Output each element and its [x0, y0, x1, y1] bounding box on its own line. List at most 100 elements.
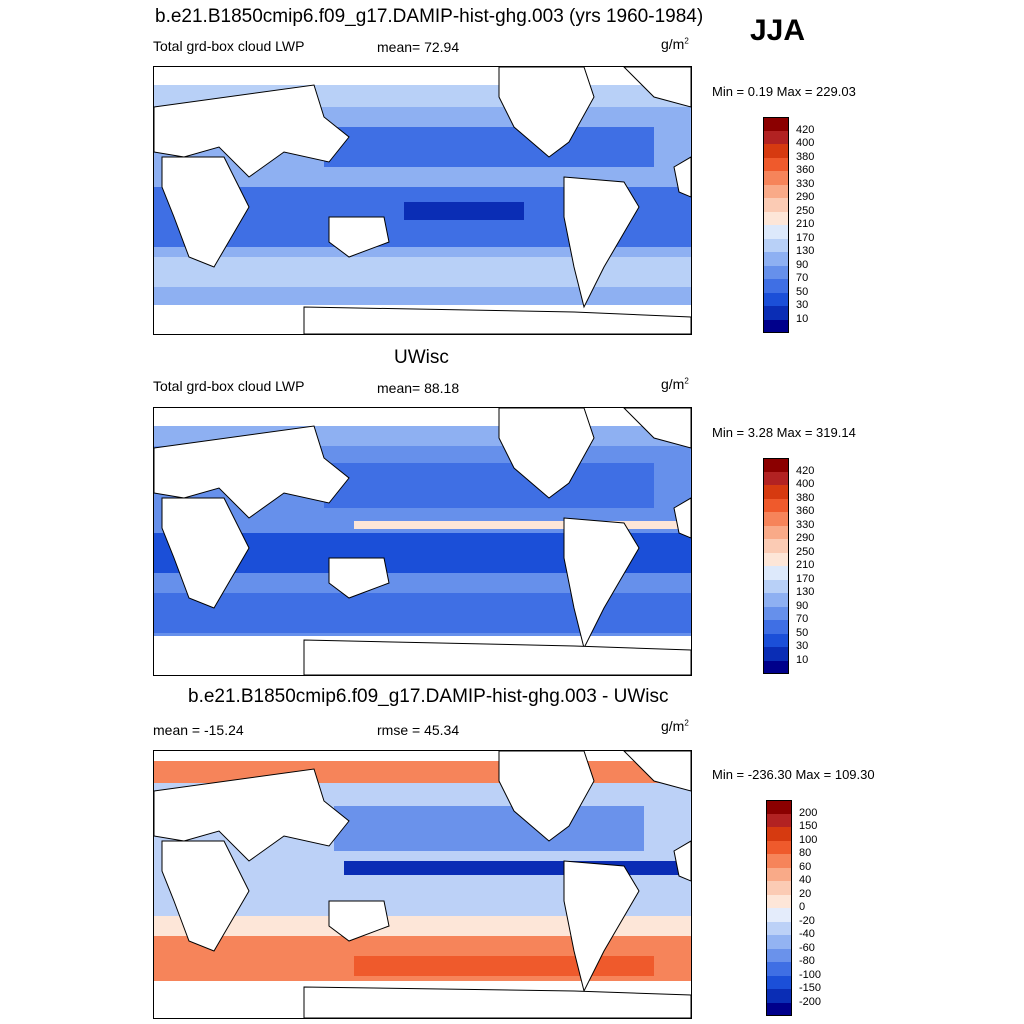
- colorbar-swatch: [763, 211, 789, 225]
- continents: [154, 67, 691, 334]
- colorbar-tick-label: 30: [796, 299, 809, 311]
- colorbar-swatch: [763, 620, 789, 634]
- colorbar-tick-label: 130: [796, 586, 815, 598]
- colorbar-swatch: [763, 566, 789, 580]
- colorbar-swatch: [763, 579, 789, 593]
- colorbar-tick-label: -60: [799, 941, 815, 954]
- colorbar-swatch: [766, 975, 792, 989]
- colorbar-swatch: [763, 252, 789, 266]
- colorbar-swatch: [763, 238, 789, 252]
- panel-2-mean-label: mean= 88.18: [377, 380, 460, 396]
- colorbar-tick-label: 400: [796, 478, 815, 490]
- colorbar-tick-label: 40: [799, 874, 812, 886]
- colorbar-tick-label: 0: [799, 901, 806, 913]
- colorbar-tick-label: 250: [796, 545, 815, 558]
- colorbar-swatch: [766, 813, 792, 827]
- colorbar-tick-label: 400: [796, 137, 815, 149]
- colorbar-swatch: [763, 633, 789, 647]
- colorbar-tick-label: 290: [796, 532, 815, 544]
- colorbar-swatch: [763, 130, 789, 144]
- colorbar-swatch: [763, 539, 789, 553]
- colorbar-tick-label: -150: [799, 982, 822, 994]
- colorbar-swatch: [763, 144, 789, 158]
- colorbar-tick-label: 170: [796, 572, 815, 585]
- colorbar-tick-label: 420: [796, 123, 815, 136]
- colorbar-swatch: [763, 117, 789, 131]
- colorbar-swatch: [766, 867, 792, 881]
- panel-2-title: UWisc: [394, 347, 449, 368]
- colorbar-swatch: [763, 171, 789, 185]
- colorbar-tick-label: 360: [796, 505, 815, 517]
- colorbar-swatch: [763, 525, 789, 539]
- colorbar-tick-label: 250: [796, 204, 815, 217]
- panel-3-mean-label: mean = -15.24: [153, 722, 244, 738]
- colorbar-swatch: [763, 306, 789, 320]
- panel-3-title: b.e21.B1850cmip6.f09_g17.DAMIP-hist-ghg.…: [188, 686, 669, 707]
- colorbar-tick-label: -200: [799, 995, 822, 1008]
- colorbar-swatch: [763, 225, 789, 239]
- colorbar-swatch: [766, 948, 792, 962]
- colorbar-tick-label: 330: [796, 518, 815, 531]
- panel-1-title: b.e21.B1850cmip6.f09_g17.DAMIP-hist-ghg.…: [155, 6, 704, 27]
- colorbar-tick-label: 70: [796, 613, 809, 625]
- panel-2-unit: g/m2: [661, 376, 689, 392]
- colorbar-swatch: [763, 552, 789, 566]
- panel-2-minmax: Min = 3.28 Max = 319.14: [712, 425, 856, 440]
- colorbar-tick-label: 80: [799, 847, 812, 859]
- colorbar-swatch: [763, 319, 789, 333]
- colorbar-swatch: [766, 840, 792, 854]
- colorbar-tick-label: 10: [796, 312, 809, 325]
- panel-3-minmax: Min = -236.30 Max = 109.30: [712, 767, 875, 782]
- colorbar-tick-label: -100: [799, 968, 822, 981]
- panel-1-unit: g/m2: [661, 36, 689, 52]
- colorbar-swatch: [766, 908, 792, 922]
- colorbar-tick-label: 150: [799, 820, 818, 832]
- colorbar-swatch: [763, 593, 789, 607]
- colorbar-swatch: [766, 962, 792, 976]
- colorbar-tick-label: 380: [796, 491, 815, 504]
- colorbar-tick-label: 50: [796, 626, 809, 639]
- colorbar-swatch: [763, 265, 789, 279]
- panel-1-mean-label: mean= 72.94: [377, 39, 460, 55]
- colorbar-tick-label: 90: [796, 599, 809, 612]
- colorbar-frame: [763, 117, 789, 333]
- colorbar-tick-label: 210: [796, 218, 815, 230]
- colorbar-swatch: [763, 157, 789, 171]
- colorbar-swatch: [766, 800, 792, 814]
- colorbar-tick-label: 170: [796, 231, 815, 244]
- panel-3-rmse-label: rmse = 45.34: [377, 722, 460, 738]
- colorbar-swatch: [766, 881, 792, 895]
- colorbar-tick-label: 50: [796, 285, 809, 298]
- panel-3-map: [153, 750, 692, 1019]
- colorbar-tick-label: 420: [796, 464, 815, 477]
- colorbar-swatch: [766, 894, 792, 908]
- colorbar-tick-label: 100: [799, 833, 818, 846]
- colorbar-tick-label: 360: [796, 164, 815, 176]
- colorbar-tick-label: 10: [796, 653, 809, 666]
- panel-1-map: [153, 66, 692, 335]
- colorbar-frame: [763, 458, 789, 674]
- panel-3-unit: g/m2: [661, 718, 689, 734]
- colorbar-tick-label: 70: [796, 272, 809, 284]
- colorbar-frame: [766, 800, 792, 1016]
- panel-2-map: [153, 407, 692, 676]
- panel-2-variable-label: Total grd-box cloud LWP: [153, 378, 305, 394]
- colorbar-tick-label: 20: [799, 887, 812, 900]
- colorbar-swatch: [763, 184, 789, 198]
- colorbar-tick-label: -40: [799, 928, 815, 940]
- colorbar-swatch: [763, 498, 789, 512]
- colorbar-swatch: [766, 1002, 792, 1016]
- colorbar-tick-label: 290: [796, 191, 815, 203]
- colorbar-swatch: [763, 606, 789, 620]
- colorbar-tick-label: 60: [799, 860, 812, 873]
- colorbar-swatch: [763, 471, 789, 485]
- colorbar-swatch: [763, 292, 789, 306]
- colorbar-tick-label: -80: [799, 955, 815, 967]
- colorbar-swatch: [766, 854, 792, 868]
- colorbar-swatch: [763, 458, 789, 472]
- colorbar-tick-label: 200: [799, 806, 818, 819]
- colorbar-tick-label: 380: [796, 150, 815, 163]
- colorbar-tick-label: 90: [796, 258, 809, 271]
- colorbar-swatch: [766, 935, 792, 949]
- colorbar-tick-label: -20: [799, 914, 815, 927]
